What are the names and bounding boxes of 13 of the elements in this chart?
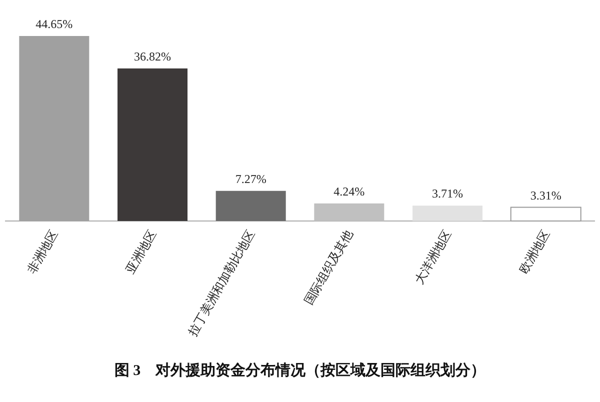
data-label: 4.24% bbox=[334, 184, 365, 198]
data-label: 3.31% bbox=[530, 188, 562, 202]
x-tick-label: 拉丁美洲和加勒比地区 bbox=[185, 228, 258, 338]
text: 图 3 对外援助资金分布情况（按区域及国际组织划分） bbox=[114, 362, 486, 379]
data-label: 44.65% bbox=[36, 17, 73, 31]
data-label: 3.71% bbox=[432, 186, 463, 201]
data-label: 36.82% bbox=[134, 49, 171, 64]
data-label: 7.27% bbox=[235, 172, 266, 186]
x-tick-label: 大洋洲地区 bbox=[412, 228, 454, 286]
x-tick-label: 非洲地区 bbox=[24, 228, 61, 276]
x-tick-label: 欧洲地区 bbox=[516, 228, 552, 276]
x-tick-label: 国际组织及其他 bbox=[302, 228, 356, 308]
x-tick-label: 亚洲地区 bbox=[122, 228, 160, 276]
